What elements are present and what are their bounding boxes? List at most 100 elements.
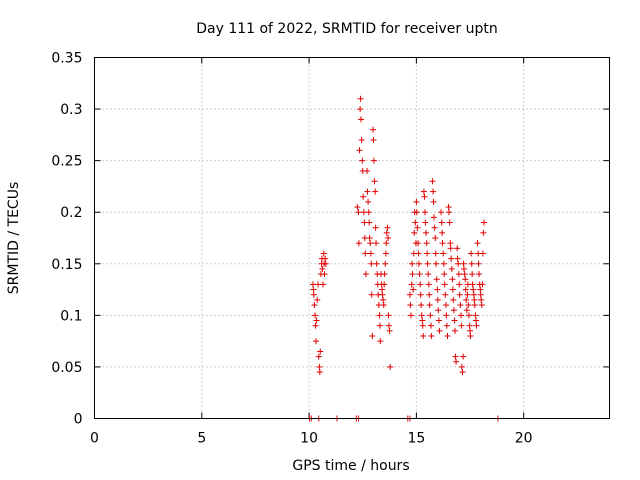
data-point xyxy=(456,291,463,298)
x-tick-label: 0 xyxy=(90,431,99,447)
data-point xyxy=(365,198,372,205)
data-point xyxy=(429,178,436,185)
data-point xyxy=(368,260,375,267)
data-point xyxy=(441,271,448,278)
data-point xyxy=(470,291,477,298)
data-point xyxy=(467,332,474,339)
x-tick-label: 20 xyxy=(515,431,533,447)
data-point xyxy=(463,307,470,314)
data-point xyxy=(309,281,316,288)
data-point xyxy=(473,317,480,324)
data-point xyxy=(414,224,421,231)
data-point xyxy=(372,188,379,195)
data-point xyxy=(443,322,450,329)
data-point xyxy=(477,286,484,293)
data-point xyxy=(322,260,329,267)
y-tick-label: 0 xyxy=(74,412,83,428)
data-point xyxy=(438,209,445,216)
data-point xyxy=(426,302,433,309)
data-point xyxy=(426,291,433,298)
data-point xyxy=(469,281,476,288)
data-point xyxy=(462,276,469,283)
data-point xyxy=(430,198,437,205)
data-point xyxy=(478,296,485,303)
data-point xyxy=(460,260,467,267)
data-point xyxy=(440,250,447,257)
data-point xyxy=(381,281,388,288)
data-point xyxy=(468,260,475,267)
data-point xyxy=(320,250,327,257)
data-point xyxy=(428,332,435,339)
data-point xyxy=(387,363,394,370)
data-point xyxy=(379,286,386,293)
data-point xyxy=(473,322,480,329)
data-point xyxy=(447,240,454,247)
data-point xyxy=(466,322,473,329)
data-point xyxy=(355,209,362,216)
data-point xyxy=(369,332,376,339)
data-point xyxy=(386,327,393,334)
data-point xyxy=(422,219,429,226)
x-tick-label: 10 xyxy=(300,431,318,447)
data-point xyxy=(380,302,387,309)
data-point xyxy=(421,209,428,216)
data-point xyxy=(359,157,366,164)
data-point xyxy=(377,338,384,345)
data-point xyxy=(448,255,455,262)
data-point xyxy=(433,276,440,283)
data-point xyxy=(439,240,446,247)
chart-title: Day 111 of 2022, SRMTID for receiver upt… xyxy=(196,21,498,37)
data-point xyxy=(474,240,481,247)
data-point xyxy=(471,296,478,303)
data-point xyxy=(420,188,427,195)
data-point xyxy=(432,250,439,257)
data-point xyxy=(423,240,430,247)
data-point xyxy=(370,157,377,164)
data-point xyxy=(430,214,437,221)
data-point xyxy=(447,245,454,252)
data-point xyxy=(423,229,430,236)
y-tick-label: 0.2 xyxy=(60,205,82,221)
data-point xyxy=(383,240,390,247)
data-point xyxy=(434,296,441,303)
data-point xyxy=(421,193,428,200)
data-point xyxy=(372,224,379,231)
data-point xyxy=(435,317,442,324)
data-point xyxy=(373,240,380,247)
data-point xyxy=(416,271,423,278)
data-point xyxy=(454,255,461,262)
data-point xyxy=(427,322,434,329)
data-point xyxy=(322,255,329,262)
data-point xyxy=(455,271,462,278)
data-point xyxy=(314,296,321,303)
data-point xyxy=(355,240,362,247)
data-point xyxy=(446,219,453,226)
y-tick-label: 0.35 xyxy=(51,51,82,67)
data-point xyxy=(435,307,442,314)
data-point xyxy=(368,291,375,298)
data-point xyxy=(442,302,449,309)
data-point xyxy=(479,250,486,257)
data-point xyxy=(406,291,413,298)
data-point xyxy=(478,302,485,309)
data-point xyxy=(433,260,440,267)
data-point xyxy=(385,235,392,241)
data-point xyxy=(370,137,377,144)
data-point xyxy=(319,265,326,272)
data-point xyxy=(443,312,450,319)
data-point xyxy=(415,250,422,257)
data-point xyxy=(444,332,451,339)
data-point xyxy=(354,204,361,211)
data-point xyxy=(441,281,448,288)
data-point xyxy=(407,302,414,309)
data-point xyxy=(315,353,322,360)
data-point xyxy=(311,302,318,309)
data-point xyxy=(458,312,465,319)
data-point xyxy=(454,245,461,252)
data-point xyxy=(383,229,390,236)
data-point xyxy=(376,322,383,329)
data-point xyxy=(464,291,471,298)
axis-ticks xyxy=(94,57,610,419)
data-point xyxy=(477,291,484,298)
